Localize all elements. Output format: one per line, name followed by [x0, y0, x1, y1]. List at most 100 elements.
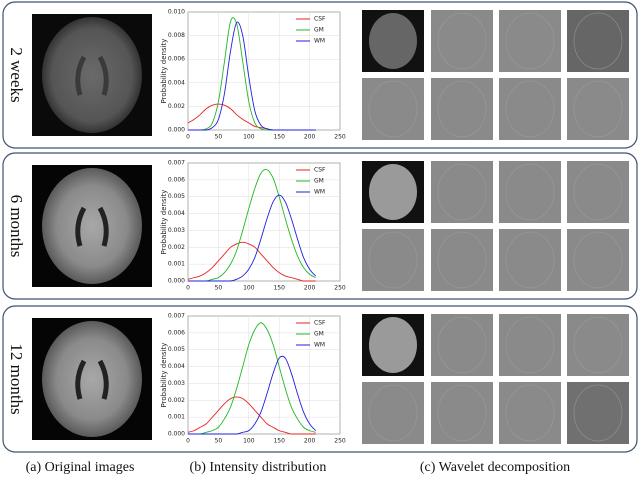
y-tick-label: 0.008: [168, 32, 185, 39]
wavelet-edge: [505, 316, 555, 374]
x-tick-label: 100: [243, 285, 255, 292]
wavelet-tile: [499, 229, 561, 291]
x-tick-label: 50: [215, 285, 223, 292]
wavelet-tile: [567, 78, 629, 140]
y-tick-label: 0.002: [168, 244, 185, 251]
series-line: [188, 194, 317, 282]
plot-area: [187, 315, 341, 435]
row-label: 2 weeks: [7, 47, 26, 102]
x-tick-label: 250: [334, 285, 346, 292]
wavelet-edge: [505, 12, 555, 70]
x-tick-label: 200: [304, 438, 316, 445]
x-tick-label: 150: [273, 134, 285, 141]
wavelet-tile: [362, 229, 424, 291]
y-tick-label: 0.001: [168, 414, 185, 421]
y-tick-label: 0.004: [168, 363, 185, 370]
y-tick-label: 0.006: [168, 176, 185, 183]
row-panel: [2, 305, 638, 453]
wavelet-tile: [499, 10, 561, 72]
row-panel: [2, 152, 638, 300]
y-tick-label: 0.004: [168, 210, 185, 217]
y-axis-label: Probability density: [160, 190, 168, 255]
legend-label: CSF: [314, 16, 326, 23]
wavelet-tile: [431, 161, 493, 223]
series-line: [187, 396, 316, 435]
ventricle: [75, 206, 109, 247]
wavelet-edge: [573, 163, 623, 221]
wavelet-edge: [437, 12, 487, 70]
x-tick-label: 0: [186, 438, 190, 445]
legend-label: CSF: [314, 320, 326, 327]
wavelet-tile: [567, 161, 629, 223]
wavelet-edge: [437, 231, 487, 289]
wavelet-tile: [499, 314, 561, 376]
wavelet-edge: [573, 384, 623, 442]
y-axis-label: Probability density: [160, 343, 168, 408]
x-tick-label: 50: [215, 438, 223, 445]
x-tick-label: 200: [304, 285, 316, 292]
plot-area: [187, 162, 341, 282]
y-tick-label: 0.010: [168, 9, 185, 16]
wavelet-edge: [437, 316, 487, 374]
row-label: 6 months: [7, 195, 26, 258]
y-tick-label: 0.007: [168, 160, 185, 167]
wavelet-edge: [505, 384, 555, 442]
brain: [42, 321, 142, 437]
wavelet-edge: [573, 12, 623, 70]
x-tick-label: 100: [243, 134, 255, 141]
wavelet-edge: [368, 231, 418, 289]
brain: [42, 168, 142, 284]
x-tick-label: 0: [186, 285, 190, 292]
x-tick-label: 250: [334, 438, 346, 445]
x-tick-label: 250: [334, 134, 346, 141]
wavelet-tile: [431, 314, 493, 376]
row-label: 12 months: [7, 343, 26, 414]
wavelet-tile: [362, 78, 424, 140]
wavelet-edge: [437, 80, 487, 138]
legend-label: GM: [314, 27, 324, 34]
series-line: [188, 169, 316, 282]
legend-label: WM: [314, 342, 325, 349]
wavelet-edge: [437, 384, 487, 442]
x-tick-label: 200: [304, 134, 316, 141]
y-tick-label: 0.000: [168, 431, 185, 438]
wavelet-brain: [369, 13, 417, 69]
legend-label: CSF: [314, 167, 326, 174]
y-tick-label: 0.006: [168, 329, 185, 336]
y-tick-label: 0.000: [168, 278, 185, 285]
x-tick-label: 0: [186, 134, 190, 141]
wavelet-tile: [567, 229, 629, 291]
caption: (c) Wavelet decomposition: [420, 460, 570, 475]
caption: (b) Intensity distribution: [190, 460, 327, 475]
wavelet-tile: [431, 382, 493, 444]
brain: [42, 17, 142, 133]
wavelet-tile: [499, 78, 561, 140]
wavelet-edge: [505, 231, 555, 289]
wavelet-edge: [437, 163, 487, 221]
row-panel: [2, 1, 638, 149]
wavelet-edge: [368, 80, 418, 138]
legend-label: GM: [314, 331, 324, 338]
wavelet-edge: [505, 80, 555, 138]
wavelet-edge: [573, 231, 623, 289]
wavelet-tile: [431, 229, 493, 291]
wavelet-brain: [369, 164, 417, 220]
ventricle: [75, 55, 109, 96]
series-line: [188, 21, 316, 131]
caption: (a) Original images: [26, 460, 135, 475]
y-axis-label: Probability density: [160, 39, 168, 104]
y-tick-label: 0.004: [168, 79, 185, 86]
series-line: [188, 322, 316, 435]
y-tick-label: 0.005: [168, 193, 185, 200]
wavelet-edge: [573, 80, 623, 138]
wavelet-tile: [499, 161, 561, 223]
wavelet-tile: [567, 382, 629, 444]
wavelet-tile: [362, 382, 424, 444]
x-tick-label: 150: [273, 285, 285, 292]
y-tick-label: 0.002: [168, 397, 185, 404]
wavelet-tile: [499, 382, 561, 444]
wavelet-tile: [431, 10, 493, 72]
legend-label: WM: [314, 38, 325, 45]
y-tick-label: 0.002: [168, 103, 185, 110]
